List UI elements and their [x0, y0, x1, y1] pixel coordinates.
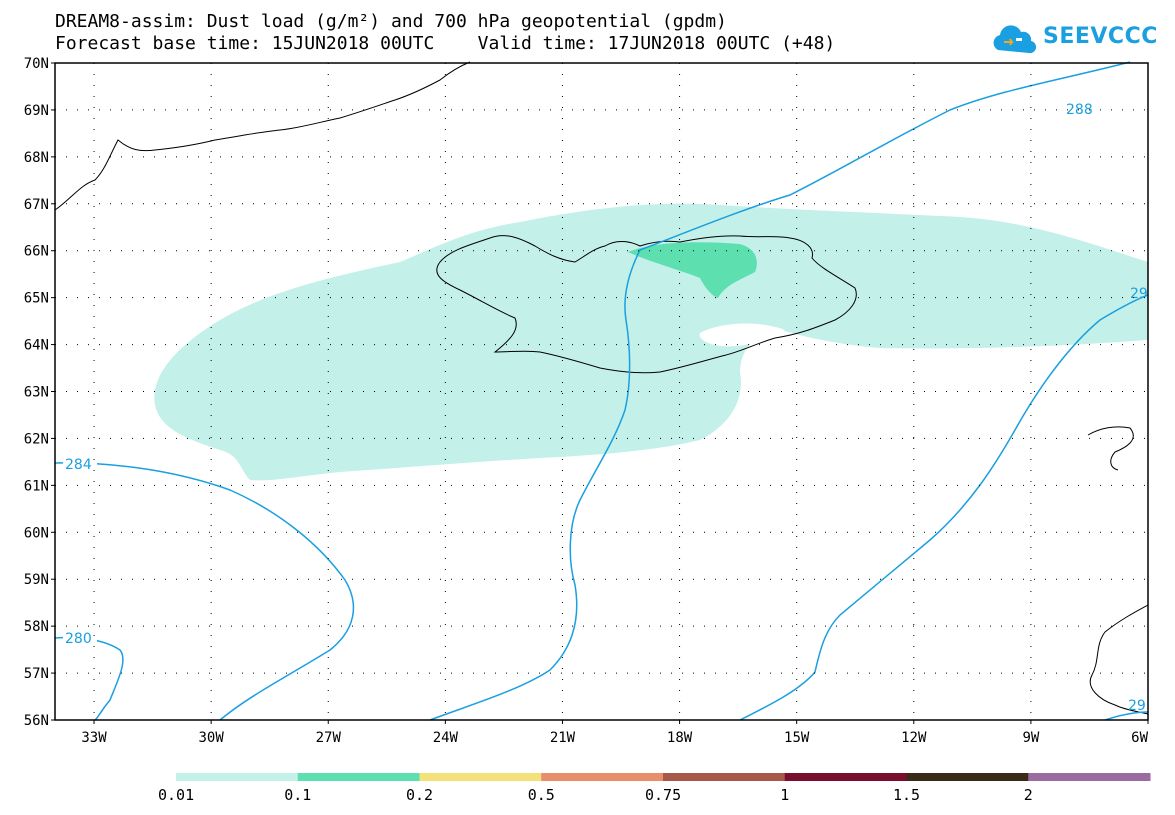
lon-label: 21W: [550, 730, 576, 746]
lat-label: 66N: [24, 244, 49, 260]
lat-label: 58N: [24, 619, 49, 635]
lon-label: 24W: [433, 730, 459, 746]
colorbar-swatch: [906, 773, 1029, 781]
lat-label: 69N: [24, 103, 49, 119]
colorbar: [176, 773, 1151, 781]
lat-label: 56N: [24, 713, 49, 729]
lon-label: 15W: [784, 730, 810, 746]
lon-label: 18W: [667, 730, 693, 746]
lon-label: 27W: [316, 730, 342, 746]
lon-axis: 33W 30W 27W 24W 21W 18W 15W 12W 9W 6W: [81, 720, 1149, 746]
contour-label-280: 280: [65, 631, 92, 647]
colorbar-swatch: [784, 773, 907, 781]
contour-label-29-lower: 29: [1128, 698, 1146, 714]
lat-label: 60N: [24, 525, 49, 541]
cloud-icon: [993, 25, 1037, 54]
colorbar-label: 1.5: [893, 786, 921, 804]
lon-label: 33W: [81, 730, 107, 746]
lat-label: 67N: [24, 197, 49, 213]
colorbar-label: 0.1: [284, 786, 312, 804]
coastline-iceland: [436, 235, 857, 374]
colorbar-label: 0.5: [527, 786, 555, 804]
contour-label-29-upper: 29: [1130, 286, 1148, 302]
lat-label: 65N: [24, 291, 49, 307]
colorbar-swatch: [541, 773, 664, 781]
coastline-greenland: [54, 61, 471, 211]
colorbar-swatch: [297, 773, 420, 781]
colorbar-swatch: [176, 773, 299, 781]
chart-title-line2: Forecast base time: 15JUN2018 00UTC Vali…: [55, 33, 836, 54]
coastline-scotland: [1089, 604, 1149, 715]
colorbar-swatch: [1028, 773, 1151, 781]
lat-label: 63N: [24, 385, 49, 401]
coastline-faroes: [1087, 426, 1134, 471]
colorbar-swatch: [419, 773, 542, 781]
lat-label: 62N: [24, 431, 49, 447]
colorbar-label: 0.2: [406, 786, 434, 804]
colorbar-label: 2: [1023, 786, 1033, 804]
chart-title-line1: DREAM8-assim: Dust load (g/m²) and 700 h…: [55, 11, 727, 32]
colorbar-label: 0.75: [645, 786, 682, 804]
colorbar-label: 1: [780, 786, 790, 804]
contour-label-284: 284: [65, 457, 92, 473]
lat-label: 64N: [24, 338, 49, 354]
lat-label: 70N: [24, 56, 49, 72]
lat-label: 68N: [24, 150, 49, 166]
lon-label: 12W: [901, 730, 927, 746]
lon-label: 9W: [1022, 730, 1039, 746]
logo-text: SEEVCCC: [1043, 24, 1158, 49]
dust-shading: [154, 203, 1148, 481]
contour-labels: 288 284 280 29 29: [63, 100, 1148, 714]
lon-label: 30W: [198, 730, 224, 746]
lat-label: 59N: [24, 572, 49, 588]
colorbar-swatch: [663, 773, 786, 781]
colorbar-label: 0.01: [158, 786, 195, 804]
lat-label: 61N: [24, 478, 49, 494]
contour-label-288: 288: [1066, 102, 1093, 118]
lat-axis: 56N 57N 58N 59N 60N 61N 62N 63N 64N 65N 66N 67N 68N 6…: [24, 56, 55, 729]
lat-label: 57N: [24, 666, 49, 682]
lon-label: 6W: [1131, 730, 1148, 746]
